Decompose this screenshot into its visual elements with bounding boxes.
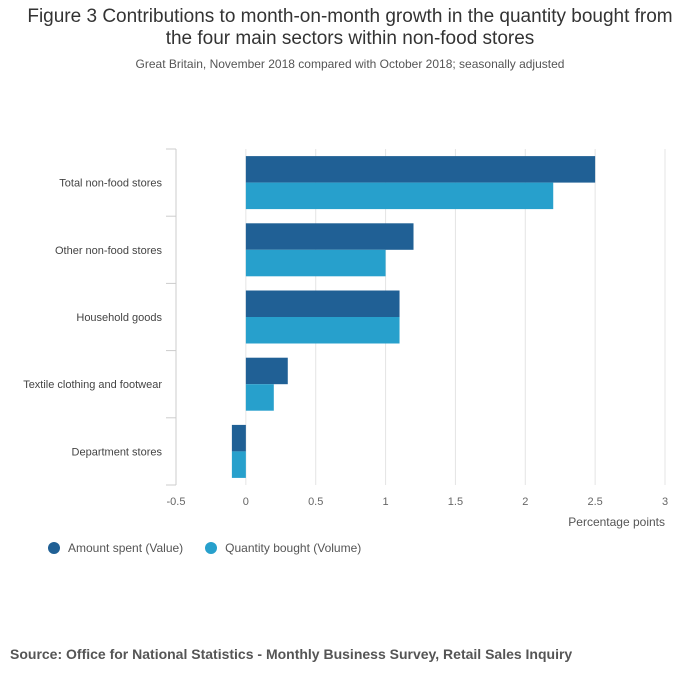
bar-value[interactable] (245, 223, 414, 250)
category-label: Other non-food stores (55, 245, 163, 257)
category-label: Textile clothing and footwear (23, 379, 162, 391)
bar-volume[interactable] (245, 249, 386, 277)
x-tick-label: 2 (522, 496, 528, 508)
x-tick-label: -0.5 (167, 496, 186, 508)
x-tick-label: 3 (662, 496, 668, 508)
category-label: Household goods (76, 312, 162, 324)
x-tick-label: 0.5 (308, 496, 323, 508)
x-tick-label: 1 (383, 496, 389, 508)
legend-label-value: Amount spent (Value) (68, 541, 184, 555)
legend-marker-value (48, 542, 60, 554)
bar-value[interactable] (231, 424, 246, 452)
bar-volume[interactable] (231, 451, 246, 478)
bar-value[interactable] (245, 290, 400, 318)
category-label: Total non-food stores (59, 178, 162, 190)
legend-label-volume: Quantity bought (Volume) (225, 541, 362, 555)
source-note: Source: Office for National Statistics -… (10, 646, 573, 662)
category-label: Department stores (72, 446, 163, 458)
bar-chart: -0.5 0 0.5 1 1.5 2 2.5 3 Total non-food stores Ot… (23, 148, 668, 529)
chart-subtitle: Great Britain, November 2018 compared wi… (135, 57, 565, 71)
bar-volume[interactable] (245, 317, 400, 344)
labels: -0.5 0 0.5 1 1.5 2 2.5 3 Total non-food stores Ot… (23, 178, 668, 508)
legend-marker-volume (205, 542, 218, 554)
x-tick-label: 1.5 (448, 496, 463, 508)
bar-volume[interactable] (245, 384, 274, 411)
bar-volume[interactable] (245, 182, 554, 210)
bar-value[interactable] (245, 156, 596, 183)
legend-item-value[interactable]: Amount spent (Value) (48, 541, 183, 555)
legend-item-volume[interactable]: Quantity bought (Volume) (205, 541, 361, 555)
legend: Amount spent (Value) Quantity bought (Vo… (48, 541, 361, 555)
x-axis-title: Percentage points (568, 515, 665, 529)
bar-value[interactable] (245, 357, 288, 385)
chart-title: Figure 3 Contributions to month-on-month… (27, 6, 673, 49)
x-tick-label: 0 (243, 496, 249, 508)
category-axis (166, 148, 177, 486)
x-tick-label: 2.5 (587, 496, 602, 508)
bars (231, 156, 596, 478)
